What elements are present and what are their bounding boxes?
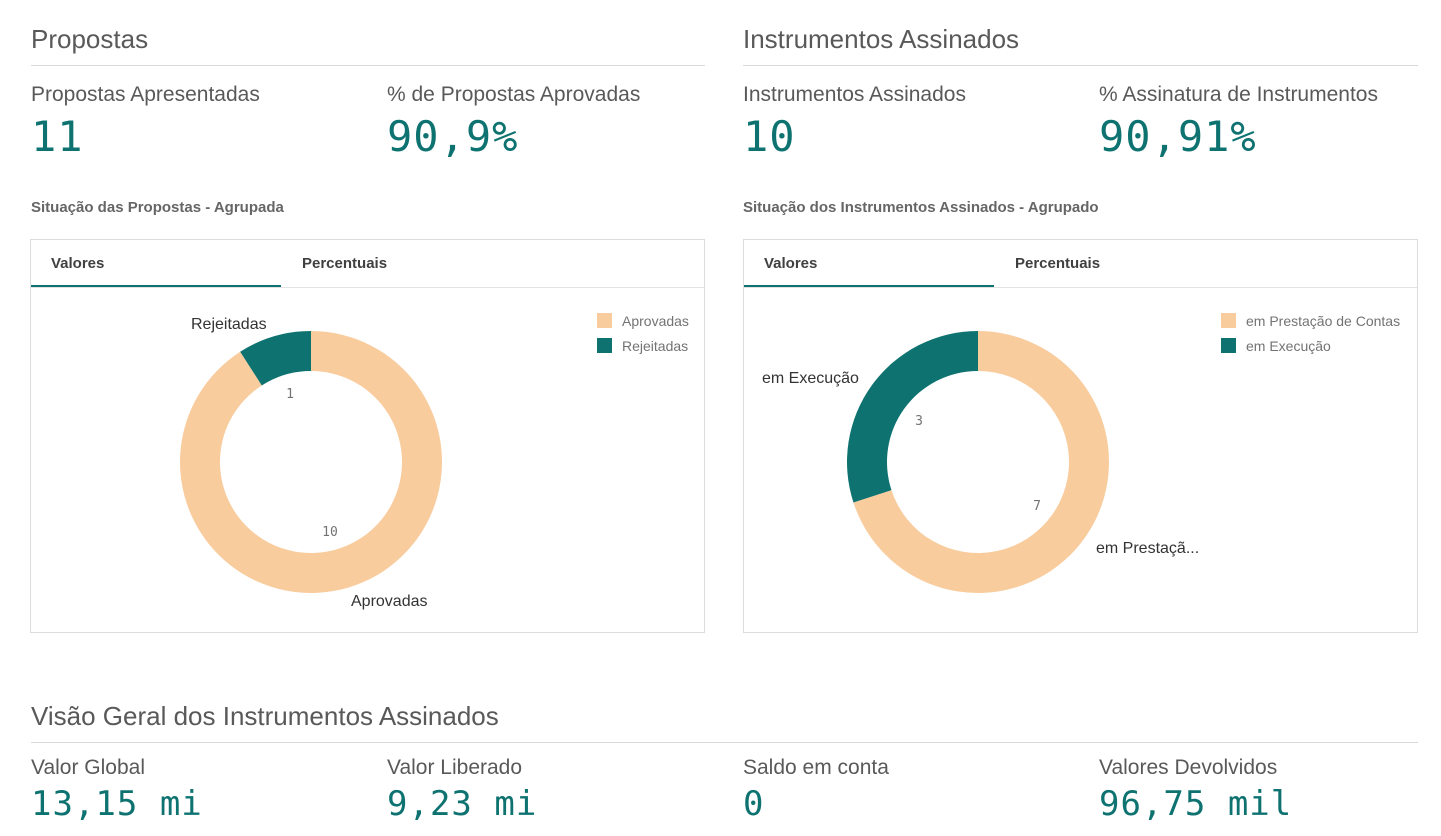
kpi-label-propostas-apresentadas: Propostas Apresentadas [31, 83, 260, 106]
kpi-value-assinatura-instrumentos: 90,91% [1099, 112, 1257, 161]
section-title-visao-geral: Visão Geral dos Instrumentos Assinados [31, 701, 499, 731]
donut-chart-propostas: 10 Aprovadas 1 Rejeitadas [180, 316, 443, 610]
slice-category-label: Rejeitadas [191, 316, 267, 333]
kpi-value-propostas-aprovadas: 90,9% [387, 112, 519, 161]
donut-slice-em-presta-o-de-contas[interactable] [853, 331, 1109, 593]
tab-divider [31, 287, 704, 288]
tab-percentuais[interactable]: Percentuais [1015, 255, 1101, 272]
slice-value-label: 1 [286, 387, 294, 402]
tab-divider [744, 287, 1417, 288]
chart-panel-instrumentos: Valores Percentuais 7 em Prestaçã... 3 em E… [743, 239, 1418, 633]
legend-label: em Execução [1246, 337, 1331, 354]
tab-valores[interactable]: Valores [744, 240, 994, 287]
legend-propostas: Aprovadas Rejeitadas [597, 308, 689, 358]
legend-swatch [597, 338, 612, 353]
section-title-instrumentos: Instrumentos Assinados [743, 24, 1020, 54]
kpi-label-valor-global: Valor Global [31, 756, 146, 779]
legend-instrumentos: em Prestação de Contas em Execução [1221, 308, 1400, 358]
legend-item-rejeitadas[interactable]: Rejeitadas [597, 333, 689, 358]
chart-title-propostas: Situação das Propostas - Agrupada [31, 199, 284, 216]
chart-title-instrumentos: Situação dos Instrumentos Assinados - Ag… [743, 199, 1099, 216]
legend-label: Aprovadas [622, 312, 689, 329]
donut-slice-aprovadas[interactable] [180, 331, 443, 593]
slice-value-label: 10 [322, 525, 338, 540]
slice-category-label: em Execução [762, 370, 859, 387]
tab-percentuais[interactable]: Percentuais [302, 255, 388, 272]
chart-panel-propostas: Valores Percentuais 10 Aprovadas 1 Rejeitad… [30, 239, 705, 633]
legend-label: em Prestação de Contas [1246, 312, 1401, 329]
kpi-value-saldo-em-conta: 0 [743, 784, 765, 824]
slice-category-label: em Prestaçã... [1096, 540, 1199, 557]
legend-item-execucao[interactable]: em Execução [1221, 333, 1400, 358]
kpi-value-instrumentos-assinados: 10 [743, 112, 796, 161]
legend-label: Rejeitadas [622, 337, 689, 354]
section-divider [743, 65, 1418, 66]
legend-item-prestacao[interactable]: em Prestação de Contas [1221, 308, 1400, 333]
section-divider [31, 742, 1418, 743]
slice-value-label: 7 [1033, 499, 1041, 514]
section-divider [31, 65, 705, 66]
donut-slice-em-execu-o[interactable] [847, 331, 978, 503]
donut-slice-rejeitadas[interactable] [240, 331, 311, 386]
kpi-label-valor-liberado: Valor Liberado [387, 756, 523, 779]
legend-swatch [1221, 338, 1236, 353]
slice-category-label: Aprovadas [351, 593, 428, 610]
kpi-value-propostas-apresentadas: 11 [31, 112, 84, 161]
kpi-label-valores-devolvidos: Valores Devolvidos [1099, 756, 1278, 779]
legend-swatch [597, 313, 612, 328]
legend-item-aprovadas[interactable]: Aprovadas [597, 308, 689, 333]
slice-value-label: 3 [915, 414, 923, 429]
kpi-label-saldo-em-conta: Saldo em conta [743, 756, 889, 779]
kpi-value-valor-global: 13,15 mi [31, 784, 203, 824]
kpi-label-assinatura-instrumentos: % Assinatura de Instrumentos [1099, 83, 1378, 106]
kpi-label-propostas-aprovadas: % de Propostas Aprovadas [387, 83, 641, 106]
donut-chart-instrumentos: 7 em Prestaçã... 3 em Execução [762, 331, 1199, 593]
legend-swatch [1221, 313, 1236, 328]
kpi-label-instrumentos-assinados: Instrumentos Assinados [743, 83, 966, 106]
kpi-value-valores-devolvidos: 96,75 mil [1099, 784, 1293, 824]
section-title-propostas: Propostas [31, 24, 149, 54]
kpi-value-valor-liberado: 9,23 mi [387, 784, 538, 824]
tab-valores[interactable]: Valores [31, 240, 281, 287]
